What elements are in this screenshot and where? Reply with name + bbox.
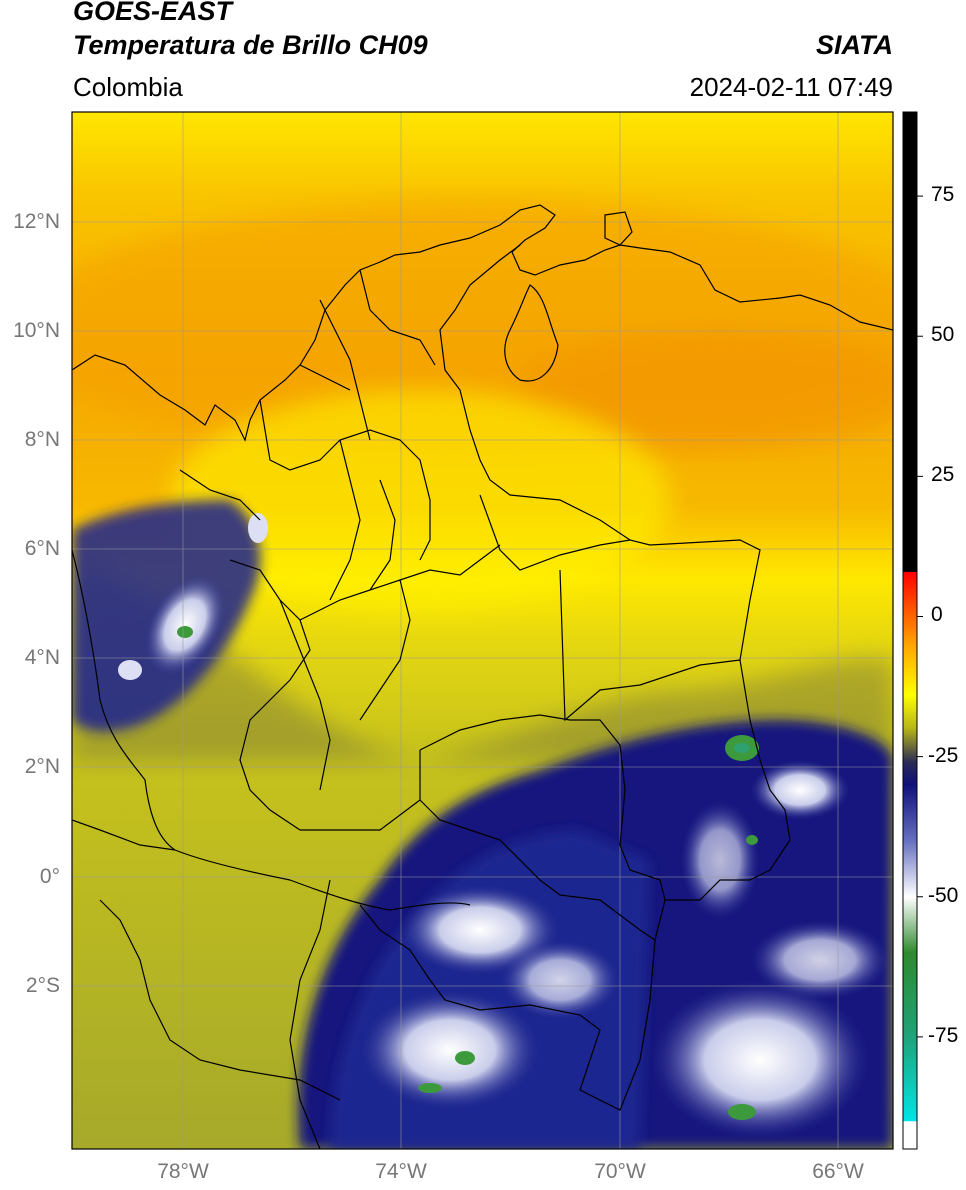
lon-tick-78w: 78°W	[157, 1160, 209, 1183]
colorbar-tick-75: 75	[931, 183, 955, 207]
colorbar-tick-minus50: -50	[928, 883, 959, 907]
map-frame	[71, 111, 894, 1150]
satellite-title: GOES-EAST	[73, 0, 233, 26]
colorbar-tick-50: 50	[931, 323, 955, 347]
lat-tick-10n: 10°N	[13, 319, 60, 342]
borders	[72, 204, 893, 1149]
lat-tick-2s: 2°S	[25, 974, 60, 997]
region-label: Colombia	[73, 72, 183, 102]
lon-tick-74w: 74°W	[375, 1160, 427, 1183]
lat-tick-8n: 8°N	[24, 428, 60, 451]
datetime-label: 2024-02-11 07:49	[689, 72, 893, 102]
colorbar-tick-minus75: -75	[928, 1023, 959, 1047]
lat-tick-12n: 12°N	[13, 210, 60, 233]
lon-tick-70w: 70°W	[594, 1160, 646, 1183]
product-title: Temperatura de Brillo CH09	[73, 30, 428, 60]
agency-label: SIATA	[816, 30, 893, 60]
colorbar-tick-0: 0	[931, 603, 943, 627]
lat-tick-4n: 4°N	[24, 646, 60, 669]
lon-tick-66w: 66°W	[812, 1160, 864, 1183]
lat-tick-6n: 6°N	[24, 537, 60, 560]
lat-tick-0: 0°	[39, 865, 60, 888]
brightness-temperature-field	[72, 112, 893, 1149]
colorbar-tick-25: 25	[931, 463, 955, 487]
colorbar-scale	[903, 112, 917, 1149]
colorbar-tick-minus25: -25	[928, 743, 959, 767]
lat-tick-2n: 2°N	[24, 755, 60, 778]
colorbar	[902, 111, 923, 1150]
